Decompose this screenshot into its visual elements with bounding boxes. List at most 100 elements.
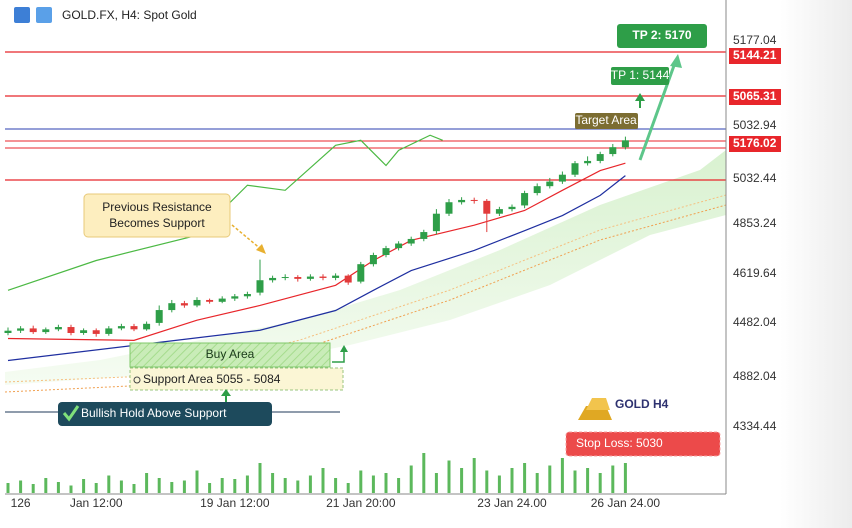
volume-bar: [182, 480, 186, 493]
volume-bar: [82, 479, 86, 493]
header: GOLD.FX, H4: Spot Gold: [14, 7, 197, 23]
candle-body: [306, 276, 314, 279]
candle-body: [420, 232, 428, 239]
target-box: [575, 113, 638, 129]
candle-body: [621, 140, 629, 148]
candle-body: [432, 213, 440, 232]
title: GOLD.FX, H4: Spot Gold: [62, 8, 197, 22]
volume-bar: [321, 468, 325, 493]
volume-bar: [44, 478, 48, 493]
cloud: [5, 150, 726, 385]
candle-body: [357, 264, 365, 282]
stop: Stop Loss: 5030: [576, 436, 663, 450]
cloud-edge: [4, 194, 727, 383]
support: Support Area 5055 - 5084: [143, 372, 281, 386]
candle-body: [445, 202, 453, 214]
arrow-head: [340, 345, 348, 352]
resistance: Becomes Support: [109, 216, 205, 230]
candle-body: [319, 276, 327, 278]
candle-body: [609, 147, 617, 155]
indicator-line: [7, 134, 443, 291]
marks: 126 Jan 12:00 19 Jan 12:00 21 Jan 20:00 23 J…: [4, 134, 660, 510]
volume-bar: [422, 453, 426, 493]
volume-bar: [245, 475, 249, 493]
candle-body: [546, 181, 554, 187]
arrow: [332, 350, 345, 363]
resistance-box: [83, 193, 231, 238]
indicator-line: [7, 175, 626, 362]
volume-bar: [346, 483, 350, 493]
buy: Buy Area: [206, 347, 255, 361]
candle-body: [369, 255, 377, 265]
candle-body: [92, 330, 100, 334]
gold-bar: [586, 398, 610, 410]
price-tag-box: [729, 48, 781, 64]
volume-bar: [397, 478, 401, 493]
tp2-box: [617, 24, 707, 48]
candle-body: [508, 206, 516, 210]
support-box: [129, 367, 344, 391]
arrow: [638, 59, 678, 161]
candle-body: [143, 323, 151, 330]
price-tag-box: [729, 136, 781, 152]
volume-bar: [359, 470, 363, 493]
volume-bar: [132, 484, 136, 493]
volume-bar: [510, 468, 514, 493]
volume-bar: [157, 478, 161, 493]
volume-bar: [258, 463, 262, 493]
candle-body: [193, 299, 201, 306]
candle-body: [67, 327, 75, 333]
candle-body: [281, 277, 289, 279]
tp1: TP 1: 5144: [611, 68, 670, 82]
price-scale-label: 5177.04: [733, 33, 777, 47]
candle-body: [407, 238, 415, 244]
resistance: Previous Resistance: [102, 200, 212, 214]
candle-body: [180, 303, 188, 306]
candle-body: [42, 329, 50, 333]
volume-bar: [19, 480, 23, 493]
icon: [36, 7, 52, 23]
volume-bar: [573, 470, 577, 493]
candle-body: [483, 200, 491, 214]
candle-body: [29, 328, 37, 333]
volume-bar: [472, 458, 476, 493]
volume-bar: [233, 479, 237, 493]
candle-body: [395, 243, 403, 249]
stop-box: [565, 431, 721, 457]
candle-body: [470, 199, 478, 201]
candle-body: [533, 186, 541, 194]
price-tag-box: [729, 89, 781, 105]
candle-body: [332, 275, 340, 278]
price-scale-label: 4882.04: [733, 369, 777, 383]
x-tick-label: 19 Jan 12:00: [200, 496, 270, 510]
volume-bar: [69, 485, 73, 493]
volume-bar: [384, 473, 388, 493]
volume-bar: [611, 465, 615, 493]
volume-bar: [334, 478, 338, 493]
volume-bar: [296, 480, 300, 493]
candle-body: [243, 294, 251, 297]
candle-body: [596, 154, 604, 161]
price-scale-label: 5032.44: [733, 171, 777, 185]
candle-body: [558, 174, 566, 182]
bullish: Bullish Hold Above Support: [81, 406, 227, 420]
candle-body: [231, 296, 239, 299]
pin: [133, 376, 141, 384]
target: Target Area: [575, 113, 637, 127]
price-tag: 5144.21: [733, 48, 777, 62]
volume-bar: [271, 473, 275, 493]
volume-bar: [523, 463, 527, 493]
candle-body: [218, 298, 226, 302]
candle-body: [382, 248, 390, 255]
arrow: [231, 224, 263, 251]
arrow-head: [635, 93, 645, 101]
candle-body: [168, 303, 176, 311]
volume-bar: [119, 480, 123, 493]
candle-body: [495, 209, 503, 214]
brand: GOLD H4: [615, 397, 669, 411]
price-scale-label: 4853.24: [733, 216, 777, 230]
candle-body: [105, 328, 113, 334]
icon: [14, 7, 30, 23]
indicator-line: [7, 162, 626, 341]
price-scale-label: 4482.04: [733, 315, 777, 329]
